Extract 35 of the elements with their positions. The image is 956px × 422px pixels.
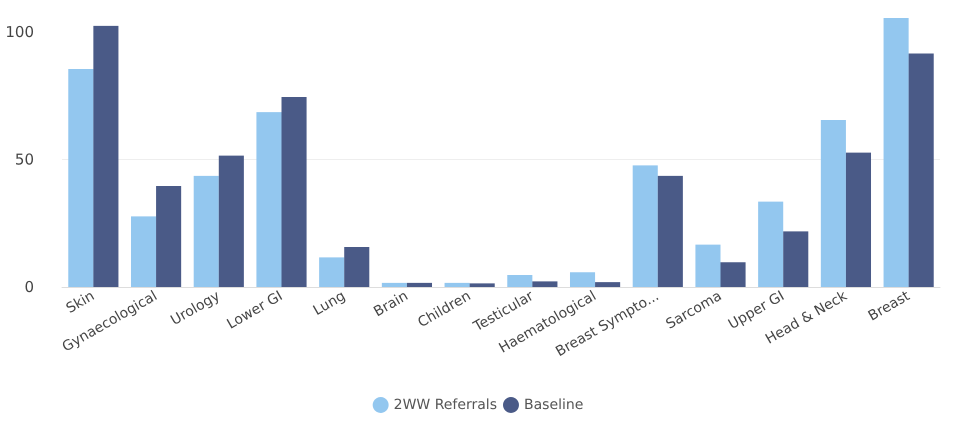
bar (68, 68, 94, 287)
bar (908, 53, 934, 287)
bar (595, 282, 620, 287)
bar (218, 156, 244, 287)
bar (406, 282, 432, 287)
x-tick-label: Brain (371, 288, 411, 320)
bar (344, 246, 370, 287)
bar (130, 216, 156, 287)
bar (319, 257, 344, 287)
y-tick-label: 0 (24, 278, 34, 296)
bar (884, 18, 909, 287)
bar (532, 281, 558, 287)
y-tick-label: 100 (5, 23, 34, 42)
bar (846, 152, 872, 287)
bar (570, 272, 596, 287)
bar (507, 275, 532, 287)
bar (783, 231, 808, 287)
bar (720, 262, 746, 287)
bar (93, 26, 118, 287)
bar (470, 283, 495, 287)
bar (156, 186, 182, 287)
bar (194, 176, 219, 287)
bar (444, 282, 470, 287)
x-tick-label: Lung (310, 288, 348, 320)
bar (282, 97, 307, 287)
bar (820, 120, 846, 287)
bar (695, 244, 720, 287)
y-tick-label: 50 (14, 150, 34, 169)
bar (758, 202, 784, 287)
legend-label: 2WW Referrals (394, 397, 497, 413)
legend-label: Baseline (524, 397, 584, 413)
bar (382, 282, 407, 287)
bar (658, 176, 683, 287)
bar (632, 165, 658, 287)
bar (256, 112, 282, 287)
